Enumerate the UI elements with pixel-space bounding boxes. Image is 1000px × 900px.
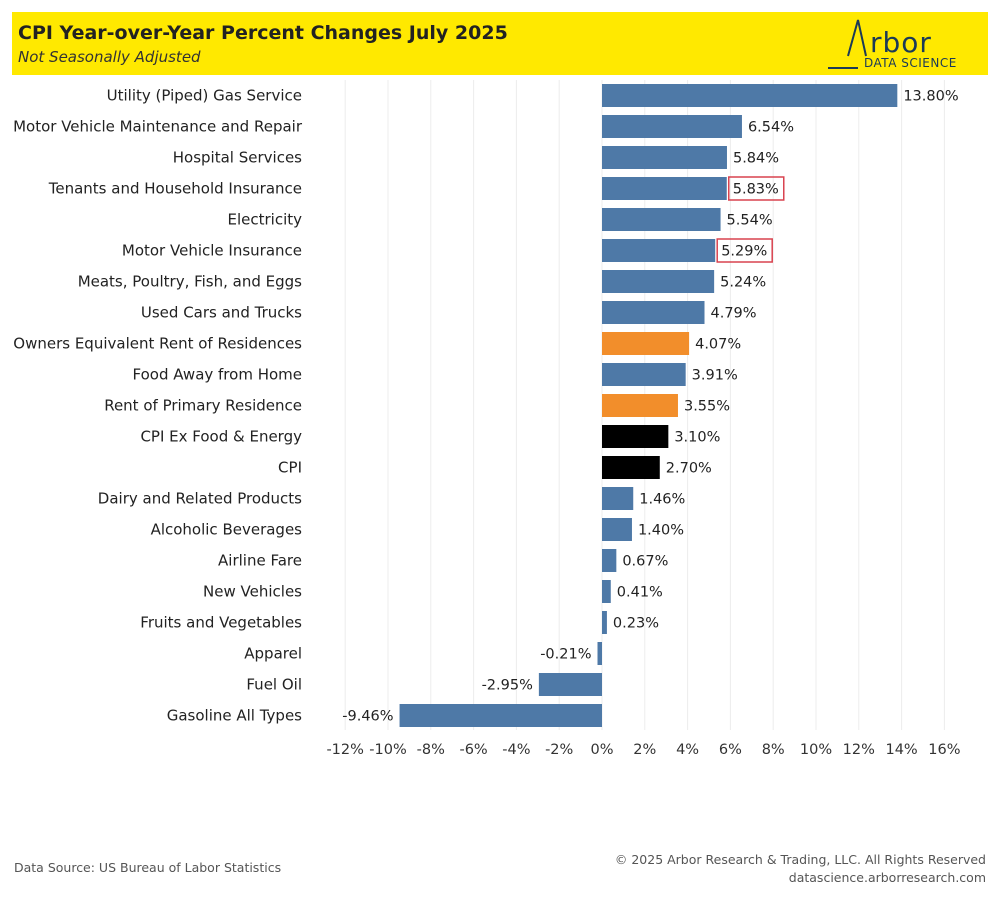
bar[interactable] xyxy=(602,611,607,634)
bar[interactable] xyxy=(602,456,660,479)
value-label: 0.23% xyxy=(613,616,659,632)
x-tick-label: 10% xyxy=(800,742,832,758)
x-tick-label: -10% xyxy=(369,742,406,758)
logo-wordmark: rbor xyxy=(870,26,932,59)
category-label: Utility (Piped) Gas Service xyxy=(107,87,302,105)
footer-credits: © 2025 Arbor Research & Trading, LLC. Al… xyxy=(615,851,986,887)
website-link[interactable]: datascience.arborresearch.com xyxy=(788,870,986,885)
x-tick-label: 2% xyxy=(633,742,656,758)
value-label: 1.40% xyxy=(638,523,684,539)
highlight-box xyxy=(728,176,785,201)
title-banner: CPI Year-over-Year Percent Changes July … xyxy=(12,12,988,75)
category-label: Tenants and Household Insurance xyxy=(48,180,302,198)
value-label: 0.67% xyxy=(622,554,668,570)
category-label: New Vehicles xyxy=(203,583,302,601)
category-label: Used Cars and Trucks xyxy=(141,304,302,322)
x-tick-label: -2% xyxy=(545,742,573,758)
x-tick-label: 0% xyxy=(590,742,613,758)
category-label: Rent of Primary Residence xyxy=(104,397,302,415)
bar[interactable] xyxy=(602,208,721,231)
bar[interactable] xyxy=(602,363,686,386)
chart-title: CPI Year-over-Year Percent Changes July … xyxy=(18,22,508,44)
value-label: 5.29% xyxy=(721,244,767,260)
category-label: Electricity xyxy=(227,211,302,229)
value-label: 5.24% xyxy=(720,275,766,291)
value-labels: 13.80% 6.54% 5.84% 5.83% 5.54% 5.29% 5.24% 4.79… xyxy=(342,89,958,725)
arbor-logo: rbor DATA SCIENCE xyxy=(828,16,968,72)
category-label: Hospital Services xyxy=(173,149,302,167)
x-tick-label: -4% xyxy=(502,742,530,758)
bar[interactable] xyxy=(602,270,715,293)
bar[interactable] xyxy=(538,673,602,696)
category-label: Meats, Poultry, Fish, and Eggs xyxy=(78,273,302,291)
x-axis-ticks: -12% -10% -8% -6% -4% -2% 0% 2% 4% 6% 8% 10% 12% 14% 1… xyxy=(326,742,960,758)
category-label: Fuel Oil xyxy=(246,676,302,694)
category-label: Owners Equivalent Rent of Residences xyxy=(13,335,302,353)
highlight-box xyxy=(716,238,773,263)
category-label: CPI Ex Food & Energy xyxy=(140,428,302,446)
bars xyxy=(399,84,898,727)
bar[interactable] xyxy=(602,394,678,417)
bar[interactable] xyxy=(399,704,602,727)
value-label: -0.21% xyxy=(540,647,591,663)
bar[interactable] xyxy=(602,518,632,541)
category-label: Motor Vehicle Insurance xyxy=(122,242,302,260)
bar[interactable] xyxy=(602,301,705,324)
bar[interactable] xyxy=(597,642,602,665)
bar[interactable] xyxy=(602,487,634,510)
arbor-logo-mark-icon xyxy=(828,19,867,69)
category-label: Alcoholic Beverages xyxy=(151,521,303,539)
x-tick-label: 8% xyxy=(762,742,785,758)
value-label: 2.70% xyxy=(666,461,712,477)
value-label: -2.95% xyxy=(482,678,533,694)
x-tick-label: 4% xyxy=(676,742,699,758)
category-label: Apparel xyxy=(244,645,302,663)
value-label: 1.46% xyxy=(639,492,685,508)
bar[interactable] xyxy=(602,239,716,262)
category-label: CPI xyxy=(278,459,302,477)
bar[interactable] xyxy=(602,549,617,572)
value-label: 4.07% xyxy=(695,337,741,353)
value-label: 5.84% xyxy=(733,151,779,167)
category-label: Gasoline All Types xyxy=(167,707,302,725)
x-tick-label: -8% xyxy=(417,742,445,758)
value-label: 5.54% xyxy=(727,213,773,229)
category-label: Fruits and Vegetables xyxy=(140,614,302,632)
value-label: 3.91% xyxy=(692,368,738,384)
category-label: Food Away from Home xyxy=(133,366,302,384)
value-label: -9.46% xyxy=(342,709,393,725)
category-label: Motor Vehicle Maintenance and Repair xyxy=(13,118,303,136)
x-tick-label: -12% xyxy=(326,742,363,758)
value-label: 5.83% xyxy=(733,182,779,198)
category-label: Dairy and Related Products xyxy=(98,490,302,508)
bar[interactable] xyxy=(602,425,669,448)
x-tick-label: -6% xyxy=(459,742,487,758)
copyright-text: © 2025 Arbor Research & Trading, LLC. Al… xyxy=(614,852,986,867)
value-label: 0.41% xyxy=(617,585,663,601)
value-label: 13.80% xyxy=(903,89,958,105)
value-label: 6.54% xyxy=(748,120,794,136)
chart-subtitle: Not Seasonally Adjusted xyxy=(18,48,201,66)
value-label: 4.79% xyxy=(711,306,757,322)
logo-tagline: DATA SCIENCE xyxy=(864,56,957,70)
x-tick-label: 6% xyxy=(719,742,742,758)
bar[interactable] xyxy=(602,115,742,138)
category-labels: Utility (Piped) Gas Service Motor Vehicle… xyxy=(13,87,303,725)
bar[interactable] xyxy=(602,580,611,603)
x-tick-label: 14% xyxy=(885,742,917,758)
gridlines xyxy=(344,80,945,730)
data-source: Data Source: US Bureau of Labor Statisti… xyxy=(14,860,282,875)
bar[interactable] xyxy=(602,146,727,169)
x-tick-label: 16% xyxy=(928,742,960,758)
bar[interactable] xyxy=(602,332,690,355)
x-tick-label: 12% xyxy=(843,742,875,758)
value-label: 3.55% xyxy=(684,399,730,415)
bar[interactable] xyxy=(602,177,727,200)
category-label: Airline Fare xyxy=(218,552,302,570)
bar[interactable] xyxy=(602,84,898,107)
value-label: 3.10% xyxy=(674,430,720,446)
